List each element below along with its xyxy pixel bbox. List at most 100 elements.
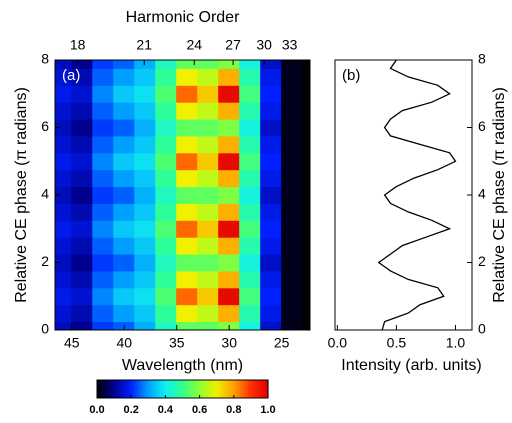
- heatmap-cell: [71, 270, 94, 289]
- heatmap-cell: [155, 67, 178, 86]
- heatmap-cell: [239, 202, 262, 221]
- heatmap-cell: [197, 321, 220, 330]
- colorbar-segment: [185, 380, 189, 398]
- heatmap-cell: [92, 321, 115, 330]
- heatmap-cell: [197, 60, 220, 69]
- heatmap-cell: [71, 135, 94, 154]
- heatmap-cell: [281, 304, 304, 323]
- heatmap-cell: [71, 67, 94, 86]
- colorbar-segment: [171, 380, 175, 398]
- heatmap-cell: [218, 270, 241, 289]
- colorbar-segment: [225, 380, 229, 398]
- heatmap-cell: [281, 152, 304, 171]
- colorbar-segment: [111, 380, 115, 398]
- heatmap-cell: [55, 270, 73, 289]
- heatmap-cell: [239, 118, 262, 137]
- heatmap-cell: [302, 101, 310, 120]
- heatmap-cell: [155, 118, 178, 137]
- heatmap-cell: [302, 236, 310, 255]
- panel-label: (b): [342, 67, 360, 84]
- heatmap-cell: [134, 118, 157, 137]
- x2-tick-label: 21: [136, 37, 152, 53]
- heatmap-cell: [134, 219, 157, 238]
- heatmap-cell: [239, 304, 262, 323]
- heatmap-cell: [155, 236, 178, 255]
- heatmap-cell: [92, 60, 115, 69]
- heatmap-cell: [71, 84, 94, 103]
- heatmap-cell: [302, 186, 310, 204]
- heatmap-cell: [92, 135, 115, 154]
- heatmap-cell: [218, 84, 241, 103]
- heatmap-cell: [281, 186, 304, 204]
- colorbar-segment: [131, 380, 135, 398]
- heatmap-cell: [176, 60, 199, 69]
- heatmap-cell: [218, 118, 241, 137]
- heatmap-cell: [302, 287, 310, 306]
- y-tick-label: 2: [478, 253, 486, 269]
- colorbar-segment: [97, 380, 101, 398]
- colorbar-segment: [128, 380, 132, 398]
- heatmap-cell: [239, 152, 262, 171]
- heatmap-cell: [176, 135, 199, 154]
- heatmap-cell: [281, 135, 304, 154]
- colorbar-segment: [165, 380, 169, 398]
- colorbar-segment: [151, 380, 155, 398]
- heatmap-cell: [239, 253, 262, 272]
- heatmap-cell: [260, 135, 283, 154]
- colorbar-segment: [245, 380, 249, 398]
- heatmap-cell: [55, 169, 73, 188]
- heatmap-cell: [155, 270, 178, 289]
- colorbar-segment: [199, 380, 204, 398]
- colorbar-tick-label: 0.6: [192, 404, 207, 416]
- x-tick-label: 40: [116, 335, 132, 351]
- colorbar-segment: [205, 380, 209, 398]
- colorbar-segment: [142, 380, 147, 398]
- heatmap-cell: [281, 67, 304, 86]
- panel-label: (a): [62, 67, 80, 84]
- heatmap-cell: [92, 219, 115, 238]
- x2-tick-label: 30: [256, 37, 272, 53]
- heatmap-cell: [71, 219, 94, 238]
- heatmap-cell: [71, 169, 94, 188]
- y-tick-label: 6: [41, 118, 49, 134]
- colorbar-segment: [99, 380, 104, 398]
- heatmap-cell: [302, 67, 310, 86]
- heatmap-cell: [281, 118, 304, 137]
- heatmap-cell: [281, 253, 304, 272]
- colorbar-segment: [145, 380, 149, 398]
- heatmap-cell: [281, 219, 304, 238]
- heatmap-cell: [55, 67, 73, 86]
- heatmap-cell: [197, 270, 220, 289]
- heatmap-cell: [71, 101, 94, 120]
- heatmap-cell: [239, 101, 262, 120]
- colorbar-segment: [148, 380, 152, 398]
- colorbar-segment: [230, 380, 235, 398]
- heatmap-cell: [218, 67, 241, 86]
- heatmap-cell: [281, 236, 304, 255]
- heatmap-cell: [218, 186, 241, 204]
- heatmap-cell: [260, 219, 283, 238]
- heatmap-cell: [218, 169, 241, 188]
- colorbar-segment: [219, 380, 223, 398]
- heatmap-cell: [239, 287, 262, 306]
- y-tick-label: 6: [478, 118, 486, 134]
- x-tick-label: 45: [64, 335, 80, 351]
- heatmap-cell: [71, 152, 94, 171]
- heatmap-cell: [239, 135, 262, 154]
- heatmap-cell: [260, 253, 283, 272]
- heatmap-cell: [92, 118, 115, 137]
- heatmap-cell: [55, 186, 73, 204]
- heatmap-cell: [176, 84, 199, 103]
- colorbar-tick-label: 0.2: [124, 404, 139, 416]
- heatmap-cell: [302, 304, 310, 323]
- heatmap-cell: [134, 84, 157, 103]
- heatmap-cell: [92, 84, 115, 103]
- heatmap-cell: [134, 202, 157, 221]
- colorbar-segment: [216, 380, 221, 398]
- colorbar-segment: [228, 380, 232, 398]
- heatmap-cell: [155, 152, 178, 171]
- heatmap-cell: [55, 101, 73, 120]
- heatmap-cell: [92, 253, 115, 272]
- y-tick-label: 4: [41, 186, 49, 202]
